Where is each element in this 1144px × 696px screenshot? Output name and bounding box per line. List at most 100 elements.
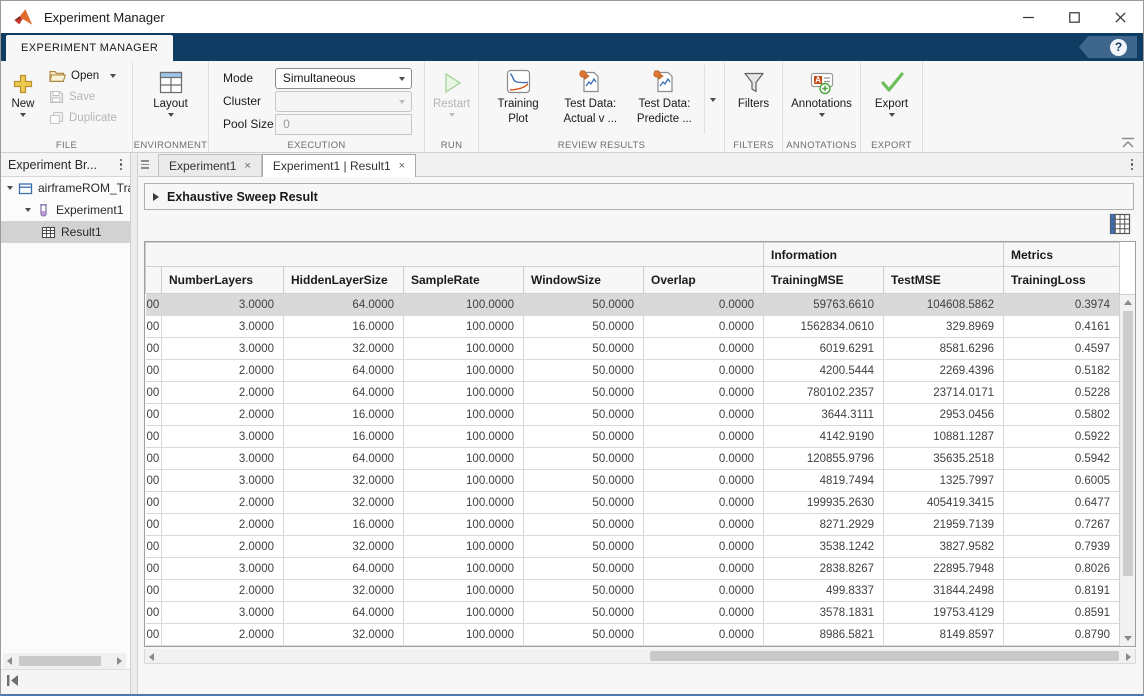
table-cell[interactable]: 499.8337 [764, 580, 884, 602]
tab-experiment1-result1[interactable]: Experiment1 | Result1 × [262, 154, 416, 177]
table-cell[interactable]: 2.0000 [162, 404, 284, 426]
scrollbar-thumb[interactable] [650, 651, 1119, 661]
table-cell[interactable]: 50.0000 [524, 514, 644, 536]
annotations-button[interactable]: A Annotations [785, 67, 858, 136]
table-cell[interactable]: 50.0000 [524, 338, 644, 360]
table-cell[interactable]: 4142.9190 [764, 426, 884, 448]
restart-button[interactable]: Restart [427, 67, 476, 136]
tree-item-experiment1[interactable]: Experiment1 [1, 199, 130, 221]
table-cell[interactable]: 3.0000 [162, 558, 284, 580]
clipped-cell[interactable]: 00 [146, 558, 162, 580]
scroll-left-icon[interactable] [149, 653, 154, 661]
table-cell[interactable]: 3.0000 [162, 426, 284, 448]
table-cell[interactable]: 100.0000 [404, 624, 524, 646]
table-cell[interactable]: 50.0000 [524, 382, 644, 404]
table-cell[interactable]: 0.0000 [644, 404, 764, 426]
table-cell[interactable]: 2269.4396 [884, 360, 1004, 382]
table-cell[interactable]: 100.0000 [404, 338, 524, 360]
table-cell[interactable]: 3.0000 [162, 294, 284, 316]
table-cell[interactable]: 0.0000 [644, 426, 764, 448]
tabbar-grip-icon[interactable] [138, 153, 152, 176]
table-row[interactable]: 002.000032.0000100.000050.00000.00001999… [146, 492, 1120, 514]
table-cell[interactable]: 4819.7494 [764, 470, 884, 492]
table-cell[interactable]: 35635.2518 [884, 448, 1004, 470]
new-dropdown-caret[interactable] [20, 113, 26, 117]
table-cell[interactable]: 50.0000 [524, 558, 644, 580]
table-cell[interactable]: 64.0000 [284, 602, 404, 624]
help-banner[interactable]: ? [1079, 36, 1137, 58]
test-data-predicted-button[interactable]: Test Data: Predicte ... [627, 65, 701, 129]
table-view-button[interactable] [1107, 211, 1133, 237]
table-cell[interactable]: 3578.1831 [764, 602, 884, 624]
table-row[interactable]: 003.000016.0000100.000050.00000.00004142… [146, 426, 1120, 448]
table-cell[interactable]: 3644.3111 [764, 404, 884, 426]
table-cell[interactable]: 0.0000 [644, 558, 764, 580]
table-cell[interactable]: 100.0000 [404, 492, 524, 514]
table-cell[interactable]: 50.0000 [524, 470, 644, 492]
panel-divider[interactable] [131, 153, 138, 696]
table-cell[interactable]: 50.0000 [524, 426, 644, 448]
clipped-cell[interactable]: 00 [146, 360, 162, 382]
table-cell[interactable]: 2.0000 [162, 580, 284, 602]
table-cell[interactable]: 0.0000 [644, 536, 764, 558]
table-row[interactable]: 002.000064.0000100.000050.00000.00004200… [146, 360, 1120, 382]
table-cell[interactable]: 0.0000 [644, 624, 764, 646]
table-cell[interactable]: 2.0000 [162, 514, 284, 536]
table-cell[interactable]: 329.8969 [884, 316, 1004, 338]
clipped-cell[interactable]: 00 [146, 492, 162, 514]
collapse-panel-icon[interactable] [6, 674, 20, 687]
table-cell[interactable]: 21959.7139 [884, 514, 1004, 536]
table-cell[interactable]: 0.5922 [1004, 426, 1120, 448]
table-cell[interactable]: 100.0000 [404, 294, 524, 316]
table-cell[interactable]: 100.0000 [404, 382, 524, 404]
clipped-cell[interactable]: 00 [146, 404, 162, 426]
filters-button[interactable]: Filters [732, 67, 775, 136]
column-header[interactable]: TrainingLoss [1004, 267, 1120, 294]
column-header[interactable]: WindowSize [524, 267, 644, 294]
table-cell[interactable]: 0.0000 [644, 470, 764, 492]
minimize-button[interactable] [1005, 1, 1051, 33]
table-cell[interactable]: 2953.0456 [884, 404, 1004, 426]
table-cell[interactable]: 2.0000 [162, 360, 284, 382]
table-cell[interactable]: 32.0000 [284, 338, 404, 360]
table-cell[interactable]: 3.0000 [162, 470, 284, 492]
table-vertical-scrollbar[interactable] [1119, 242, 1135, 646]
annotations-dropdown-caret[interactable] [819, 113, 825, 117]
table-cell[interactable]: 100.0000 [404, 316, 524, 338]
table-cell[interactable]: 100.0000 [404, 426, 524, 448]
export-dropdown-caret[interactable] [889, 113, 895, 117]
table-cell[interactable]: 6019.6291 [764, 338, 884, 360]
clipped-cell[interactable]: 00 [146, 382, 162, 404]
scrollbar-thumb[interactable] [1123, 311, 1133, 576]
table-cell[interactable]: 50.0000 [524, 602, 644, 624]
sidebar-horizontal-scrollbar[interactable] [3, 653, 126, 669]
table-cell[interactable]: 100.0000 [404, 602, 524, 624]
table-row[interactable]: 003.000032.0000100.000050.00000.00006019… [146, 338, 1120, 360]
table-cell[interactable]: 405419.3415 [884, 492, 1004, 514]
table-row[interactable]: 002.000016.0000100.000050.00000.00003644… [146, 404, 1120, 426]
table-cell[interactable]: 104608.5862 [884, 294, 1004, 316]
table-row[interactable]: 003.000016.0000100.000050.00000.00001562… [146, 316, 1120, 338]
table-row[interactable]: 002.000064.0000100.000050.00000.00007801… [146, 382, 1120, 404]
table-cell[interactable]: 0.7267 [1004, 514, 1120, 536]
table-cell[interactable]: 32.0000 [284, 580, 404, 602]
table-cell[interactable]: 1325.7997 [884, 470, 1004, 492]
table-cell[interactable]: 0.0000 [644, 448, 764, 470]
table-cell[interactable]: 0.0000 [644, 492, 764, 514]
table-cell[interactable]: 59763.6610 [764, 294, 884, 316]
table-cell[interactable]: 0.5228 [1004, 382, 1120, 404]
table-cell[interactable]: 50.0000 [524, 624, 644, 646]
table-cell[interactable]: 50.0000 [524, 448, 644, 470]
review-results-more-button[interactable] [704, 65, 720, 134]
tab-experiment1[interactable]: Experiment1 × [158, 154, 262, 176]
mode-combobox[interactable]: Simultaneous [275, 68, 412, 89]
table-cell[interactable]: 0.0000 [644, 580, 764, 602]
table-cell[interactable]: 199935.2630 [764, 492, 884, 514]
table-row[interactable]: 003.000064.0000100.000050.00000.00001208… [146, 448, 1120, 470]
tab-close-icon[interactable]: × [399, 160, 405, 172]
table-cell[interactable]: 8581.6296 [884, 338, 1004, 360]
table-cell[interactable]: 3827.9582 [884, 536, 1004, 558]
table-cell[interactable]: 50.0000 [524, 404, 644, 426]
table-cell[interactable]: 3.0000 [162, 338, 284, 360]
layout-dropdown-caret[interactable] [168, 113, 174, 117]
